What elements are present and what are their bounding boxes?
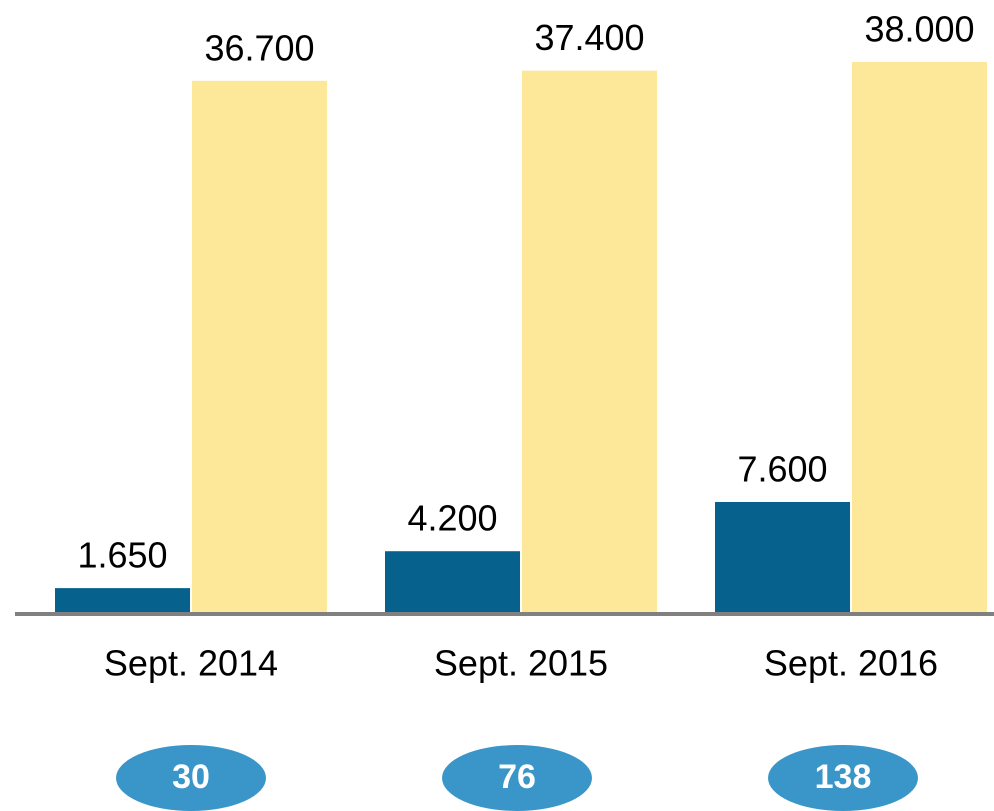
data-label: 38.000 [864,9,974,50]
badge-label: 76 [498,758,536,796]
bar [522,70,657,613]
badge-label: 138 [815,758,872,796]
x-tick-label: Sept. 2014 [104,643,278,684]
x-tick-label: Sept. 2015 [434,643,608,684]
bar [55,588,190,612]
data-label: 4.200 [407,498,497,539]
bar [192,80,327,612]
data-label: 1.650 [77,535,167,576]
data-label: 37.400 [534,17,644,58]
bar [852,62,987,612]
data-label: 36.700 [204,27,314,68]
badge [768,745,918,811]
badge-label: 30 [172,758,210,796]
data-label: 7.600 [737,449,827,490]
badge [116,745,266,811]
x-tick-label: Sept. 2016 [764,643,938,684]
badge [442,745,592,811]
bar [385,551,520,612]
bar [715,502,850,612]
